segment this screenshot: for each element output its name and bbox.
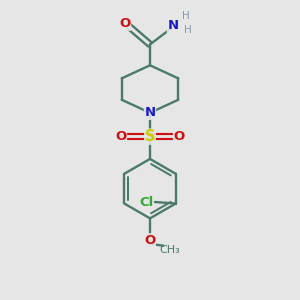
Text: Cl: Cl	[140, 196, 154, 208]
Text: O: O	[144, 234, 156, 247]
Text: S: S	[145, 129, 155, 144]
Text: H: H	[182, 11, 190, 21]
Text: N: N	[144, 106, 156, 119]
Text: N: N	[167, 19, 178, 32]
Text: CH₃: CH₃	[160, 245, 180, 255]
Text: O: O	[173, 130, 185, 143]
Text: O: O	[115, 130, 127, 143]
Text: H: H	[184, 25, 192, 34]
Text: O: O	[119, 17, 131, 30]
